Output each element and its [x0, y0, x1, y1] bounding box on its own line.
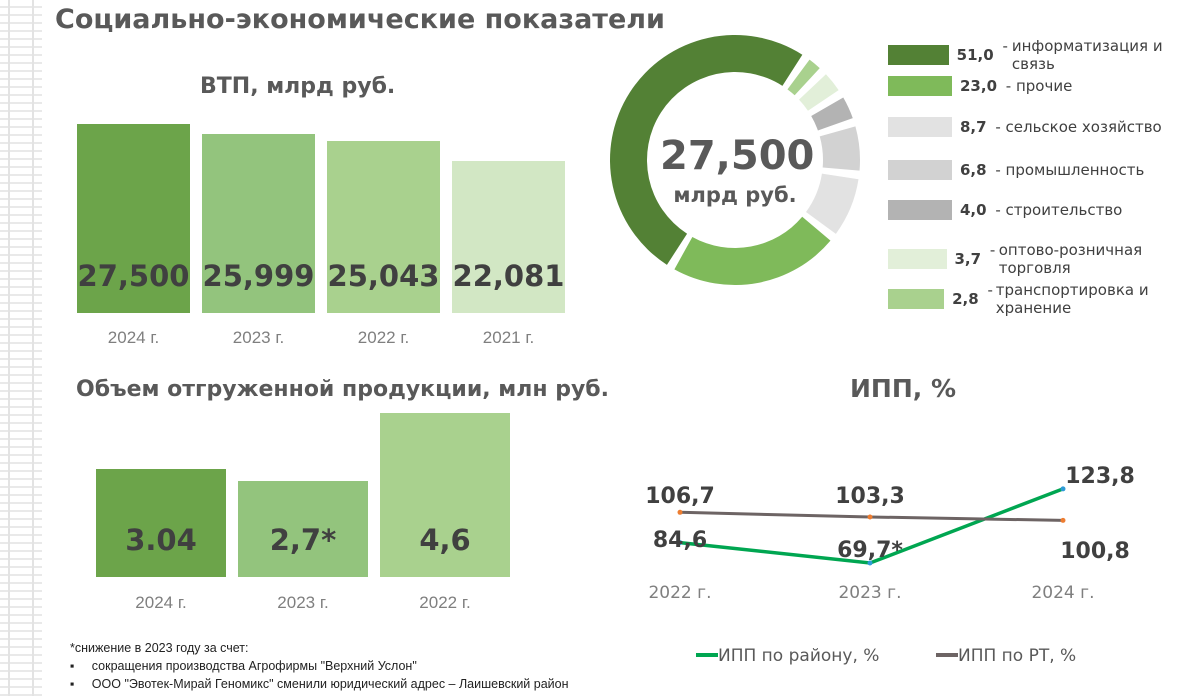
x-tick-label: 2023 г. [838, 583, 901, 603]
footnote-item-text: ООО "Эвотек-Мирай Геномикс" сменили юрид… [91, 677, 569, 691]
legend-swatch [888, 289, 945, 309]
data-point [1060, 517, 1066, 523]
bar: 22,081 [452, 161, 565, 313]
bar: 4,6 [380, 413, 510, 577]
legend-swatch [888, 76, 952, 96]
bar-year-label: 2021 г. [482, 328, 535, 347]
legend-name: промышленность [1005, 161, 1145, 179]
legend-swatch [888, 45, 949, 65]
legend-name: прочие [1015, 77, 1073, 95]
donut-center-unit: млрд руб. [673, 183, 797, 207]
donut-center-value: 27,500 [660, 133, 815, 179]
footnote-item: ▪ ООО "Эвотек-Мирай Геномикс" сменили юр… [70, 677, 569, 691]
donut-chart [609, 34, 860, 285]
data-label: 69,7* [837, 538, 903, 563]
bar-label: 25,999 [202, 258, 315, 293]
bar: 27,500 [77, 124, 190, 313]
legend-name: сельское хозяйство [1005, 118, 1162, 136]
legend-value: 23,0 [960, 77, 998, 95]
legend-item: 23,0 - прочие [888, 76, 1072, 96]
donut-segment [799, 74, 839, 111]
legend-value: 51,0 [956, 46, 994, 64]
ipp-title: ИПП, % [850, 374, 957, 403]
legend-item: 51,0 - информатизация и связь [888, 37, 1200, 73]
page-title: Социально-экономические показатели [55, 4, 665, 35]
donut-segment [787, 59, 820, 96]
data-point [677, 509, 683, 515]
data-point [1060, 486, 1066, 492]
ipp-line-chart: 2022 г. 2023 г. 2024 г. 84,6 69,7* 123,8 106,7… [645, 464, 1135, 666]
legend-sep: - [990, 201, 1006, 219]
data-label: 100,8 [1060, 539, 1130, 564]
legend-swatch [888, 249, 947, 269]
data-point [677, 540, 683, 546]
legend-sep: - [990, 118, 1006, 136]
footnote-item-text: сокращения производства Агрофирмы "Верхн… [91, 659, 417, 673]
legend-item: 2,8 - транспортировка и хранение [888, 281, 1200, 317]
bar-year-label: 2022 г. [419, 593, 471, 612]
legend-name: строительство [1005, 201, 1123, 219]
bar-label: 27,500 [77, 259, 190, 293]
legend-swatch [888, 117, 952, 137]
legend-swatch [888, 160, 952, 180]
bar-year-label: 2022 г. [357, 328, 410, 347]
bar: 25,043 [327, 140, 440, 313]
legend-item: 8,7 - сельское хозяйство [888, 117, 1162, 137]
donut-segment [811, 97, 853, 131]
footnote-item: ▪ сокращения производства Агрофирмы "Вер… [70, 659, 417, 673]
x-tick-label: 2024 г. [1031, 583, 1094, 603]
legend-value: 8,7 [960, 118, 987, 136]
x-tick-label: 2022 г. [648, 583, 711, 603]
ornament-border [0, 0, 42, 696]
donut-segment [674, 216, 831, 285]
bar: 2,7* [238, 480, 368, 577]
donut-segment [819, 126, 860, 171]
legend-sep: - [985, 241, 996, 277]
legend-item: 3,7 - оптово-розничная торговля [888, 241, 1200, 277]
bar-year-label: 2024 г. [135, 593, 187, 612]
legend-label: ИПП по РТ, % [958, 646, 1076, 666]
legend-item: 6,8 - промышленность [888, 160, 1144, 180]
donut-segment [609, 34, 803, 265]
data-label: 123,8 [1065, 464, 1135, 489]
shipment-title: Объем отгруженной продукции, млн руб. [76, 377, 610, 402]
legend-value: 6,8 [960, 161, 987, 179]
legend-value: 2,8 [952, 290, 979, 308]
data-label: 106,7 [645, 484, 715, 509]
bar: 25,999 [202, 134, 315, 313]
bar-year-label: 2023 г. [277, 593, 329, 612]
legend-value: 3,7 [954, 250, 982, 268]
data-label: 103,3 [835, 484, 905, 509]
legend-sep: - [1001, 77, 1016, 95]
legend-label: ИПП по району, % [718, 646, 879, 666]
legend-value: 4,0 [960, 201, 987, 219]
bar-year-label: 2023 г. [232, 328, 285, 347]
legend-name: транспортировка и хранение [995, 281, 1149, 317]
bar-label: 2,7* [269, 522, 337, 557]
legend-name: оптово-розничная торговля [998, 241, 1143, 277]
footnote-title: *снижение в 2023 году за счет: [70, 641, 249, 655]
donut-segment [806, 173, 859, 234]
data-label: 84,6 [653, 528, 707, 553]
bar-label: 3.04 [125, 522, 197, 557]
legend-sep: - [982, 281, 993, 317]
bar-label: 22,081 [452, 258, 565, 293]
bar-year-label: 2024 г. [107, 328, 160, 347]
bar: 3.04 [96, 468, 226, 577]
legend-item: 4,0 - строительство [888, 200, 1122, 220]
legend-name: информатизация и связь [1011, 37, 1163, 73]
legend-sep: - [990, 161, 1006, 179]
vtp-title: ВТП, млрд руб. [200, 74, 396, 99]
legend-swatch [888, 200, 952, 220]
bar-label: 4,6 [419, 523, 471, 557]
data-point [867, 514, 873, 520]
bar-label: 25,043 [327, 258, 440, 293]
legend-sep: - [997, 37, 1008, 73]
data-point [867, 560, 873, 566]
